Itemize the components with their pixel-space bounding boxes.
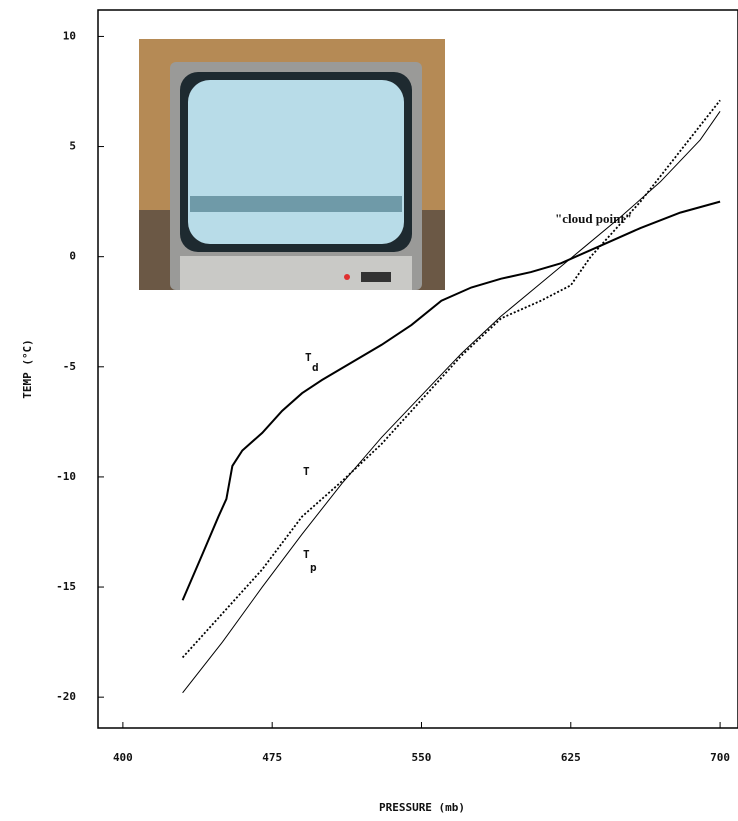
series-label: Td — [305, 351, 319, 374]
x-tick-label: 700 — [710, 751, 730, 764]
y-axis-title: TEMP (°C) — [21, 339, 34, 399]
series-line — [182, 111, 721, 694]
inset-photo — [139, 39, 445, 290]
x-tick-label: 625 — [561, 751, 581, 764]
y-tick-label: 5 — [69, 140, 76, 153]
x-tick-label: 475 — [262, 751, 282, 764]
y-tick-label: -5 — [63, 360, 76, 373]
y-tick-label: -20 — [56, 690, 76, 703]
x-axis-title: PRESSURE (mb) — [379, 801, 465, 814]
x-tick-label: 400 — [113, 751, 133, 764]
y-tick-label: 0 — [69, 250, 76, 263]
y-tick-label: -10 — [56, 470, 76, 483]
series-line — [181, 200, 721, 601]
series-label: Tp — [303, 548, 317, 574]
plot-frame — [97, 9, 738, 729]
y-tick-label: -15 — [56, 580, 76, 593]
y-tick-label: 10 — [63, 29, 76, 42]
annotation: "cloud point" — [555, 211, 632, 226]
x-tick-label: 550 — [412, 751, 432, 764]
series-label: T — [303, 465, 310, 478]
